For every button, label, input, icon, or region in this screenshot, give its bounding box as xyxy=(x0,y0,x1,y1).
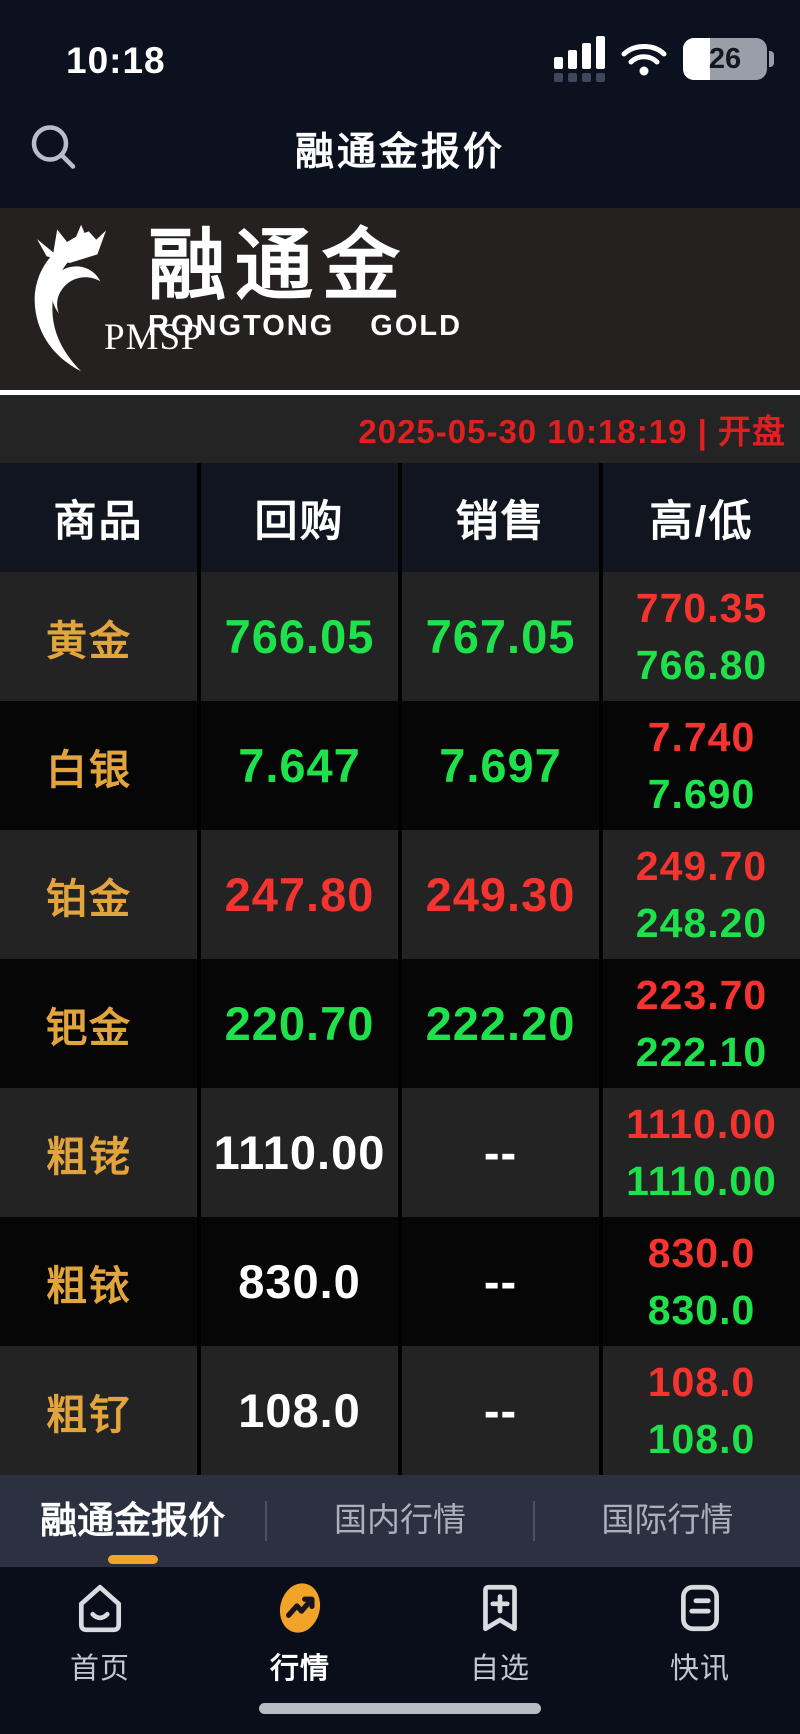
nav-label: 行情 xyxy=(269,1653,330,1685)
high-price: 770.35 xyxy=(635,584,768,631)
col-header-product: 商品 xyxy=(0,463,197,572)
buyback-price: 7.647 xyxy=(201,701,398,830)
low-price: 830.0 xyxy=(647,1286,756,1333)
table-row-gold[interactable]: 黄金 766.05 767.05 770.35 766.80 xyxy=(0,572,800,701)
nav-item-markets[interactable]: 行情 xyxy=(200,1579,400,1687)
battery-icon: 26 xyxy=(683,38,774,80)
tab-domestic-market[interactable]: 国内行情 xyxy=(267,1479,532,1563)
low-price: 7.690 xyxy=(647,770,756,817)
tab-international-market[interactable]: 国际行情 xyxy=(535,1479,800,1563)
status-bar: 10:18 26 xyxy=(0,0,800,90)
buyback-price: 830.0 xyxy=(201,1217,398,1346)
sell-price: 7.697 xyxy=(402,701,599,830)
high-low: 108.0 108.0 xyxy=(603,1346,800,1475)
table-row-iridium[interactable]: 粗铱 830.0 -- 830.0 830.0 xyxy=(0,1217,800,1346)
table-row-silver[interactable]: 白银 7.647 7.697 7.740 7.690 xyxy=(0,701,800,830)
low-price: 108.0 xyxy=(647,1415,756,1462)
high-price: 108.0 xyxy=(647,1358,756,1405)
product-name: 粗钌 xyxy=(0,1346,197,1475)
high-price: 7.740 xyxy=(647,713,756,760)
sell-price: 249.30 xyxy=(402,830,599,959)
sell-price: 222.20 xyxy=(402,959,599,1088)
battery-fill xyxy=(683,38,710,80)
col-header-highlow: 高/低 xyxy=(603,463,800,572)
high-price: 1110.00 xyxy=(626,1100,777,1147)
product-name: 钯金 xyxy=(0,959,197,1088)
high-low: 830.0 830.0 xyxy=(603,1217,800,1346)
table-row-platinum[interactable]: 铂金 247.80 249.30 249.70 248.20 xyxy=(0,830,800,959)
col-header-buyback: 回购 xyxy=(201,463,398,572)
buyback-price: 766.05 xyxy=(201,572,398,701)
quote-meta-bar: 2025-05-30 10:18:19 | 开盘 xyxy=(0,395,800,463)
high-low: 249.70 248.20 xyxy=(603,830,800,959)
sell-price: -- xyxy=(402,1088,599,1217)
news-icon xyxy=(681,1584,719,1632)
nav-item-watchlist[interactable]: 自选 xyxy=(400,1579,600,1687)
quote-datetime-status: 2025-05-30 10:18:19 | 开盘 xyxy=(358,413,786,450)
brand-name-en: RONGTONG GOLD xyxy=(148,310,463,342)
sell-price: -- xyxy=(402,1217,599,1346)
product-name: 粗铱 xyxy=(0,1217,197,1346)
cellular-signal-icon xyxy=(554,36,605,82)
product-name: 黄金 xyxy=(0,572,197,701)
battery-percent: 26 xyxy=(708,43,742,75)
markets-icon xyxy=(279,1583,321,1633)
quote-table: 商品 回购 销售 高/低 黄金 766.05 767.05 770.35 766… xyxy=(0,463,800,1475)
status-time: 10:18 xyxy=(66,40,166,81)
tab-label: 国际行情 xyxy=(601,1501,734,1538)
high-low: 1110.00 1110.00 xyxy=(603,1088,800,1217)
col-header-sell: 销售 xyxy=(402,463,599,572)
low-price: 766.80 xyxy=(635,641,768,688)
table-row-ruthenium[interactable]: 粗钌 108.0 -- 108.0 108.0 xyxy=(0,1346,800,1475)
nav-label: 自选 xyxy=(469,1653,530,1685)
market-tab-bar: 融通金报价 国内行情 国际行情 xyxy=(0,1475,800,1567)
product-name: 铂金 xyxy=(0,830,197,959)
high-price: 249.70 xyxy=(635,842,768,889)
buyback-price: 1110.00 xyxy=(201,1088,398,1217)
home-indicator xyxy=(259,1703,541,1714)
high-low: 7.740 7.690 xyxy=(603,701,800,830)
tab-label: 融通金报价 xyxy=(40,1500,226,1541)
product-name: 粗铑 xyxy=(0,1088,197,1217)
bottom-nav: 首页 行情 自选 快讯 xyxy=(0,1567,800,1734)
sell-price: -- xyxy=(402,1346,599,1475)
buyback-price: 247.80 xyxy=(201,830,398,959)
low-price: 248.20 xyxy=(635,899,768,946)
separator-line xyxy=(0,390,800,395)
brand-banner: PMSP 融通金 RONGTONG GOLD xyxy=(0,208,800,390)
buyback-price: 108.0 xyxy=(201,1346,398,1475)
nav-label: 首页 xyxy=(69,1653,130,1685)
high-price: 223.70 xyxy=(635,971,768,1018)
search-icon xyxy=(31,125,76,169)
buyback-price: 220.70 xyxy=(201,959,398,1088)
tab-divider xyxy=(265,1501,268,1541)
search-button[interactable] xyxy=(28,122,80,177)
table-row-palladium[interactable]: 钯金 220.70 222.20 223.70 222.10 xyxy=(0,959,800,1088)
table-header: 商品 回购 销售 高/低 xyxy=(0,463,800,572)
watchlist-icon xyxy=(483,1584,517,1632)
brand-name-cn: 融通金 xyxy=(148,221,410,309)
nav-item-home[interactable]: 首页 xyxy=(0,1579,200,1687)
high-low: 770.35 766.80 xyxy=(603,572,800,701)
tab-rongtong-quotes[interactable]: 融通金报价 xyxy=(0,1476,265,1566)
product-name: 白银 xyxy=(0,701,197,830)
tab-divider xyxy=(532,1501,535,1541)
nav-item-news[interactable]: 快讯 xyxy=(600,1579,800,1687)
brand-dragon-logo xyxy=(34,224,107,372)
brand-abbr: PMSP xyxy=(104,317,203,358)
sell-price: 767.05 xyxy=(402,572,599,701)
home-icon xyxy=(78,1584,122,1633)
low-price: 222.10 xyxy=(635,1028,768,1075)
tab-label: 国内行情 xyxy=(333,1501,466,1538)
wifi-icon xyxy=(621,44,667,76)
low-price: 1110.00 xyxy=(626,1157,777,1204)
title-bar: 融通金报价 xyxy=(0,90,800,208)
table-row-rhodium[interactable]: 粗铑 1110.00 -- 1110.00 1110.00 xyxy=(0,1088,800,1217)
page-title: 融通金报价 xyxy=(294,131,505,174)
high-price: 830.0 xyxy=(647,1229,756,1276)
active-tab-underline xyxy=(107,1555,158,1564)
nav-label: 快讯 xyxy=(669,1653,730,1685)
high-low: 223.70 222.10 xyxy=(603,959,800,1088)
